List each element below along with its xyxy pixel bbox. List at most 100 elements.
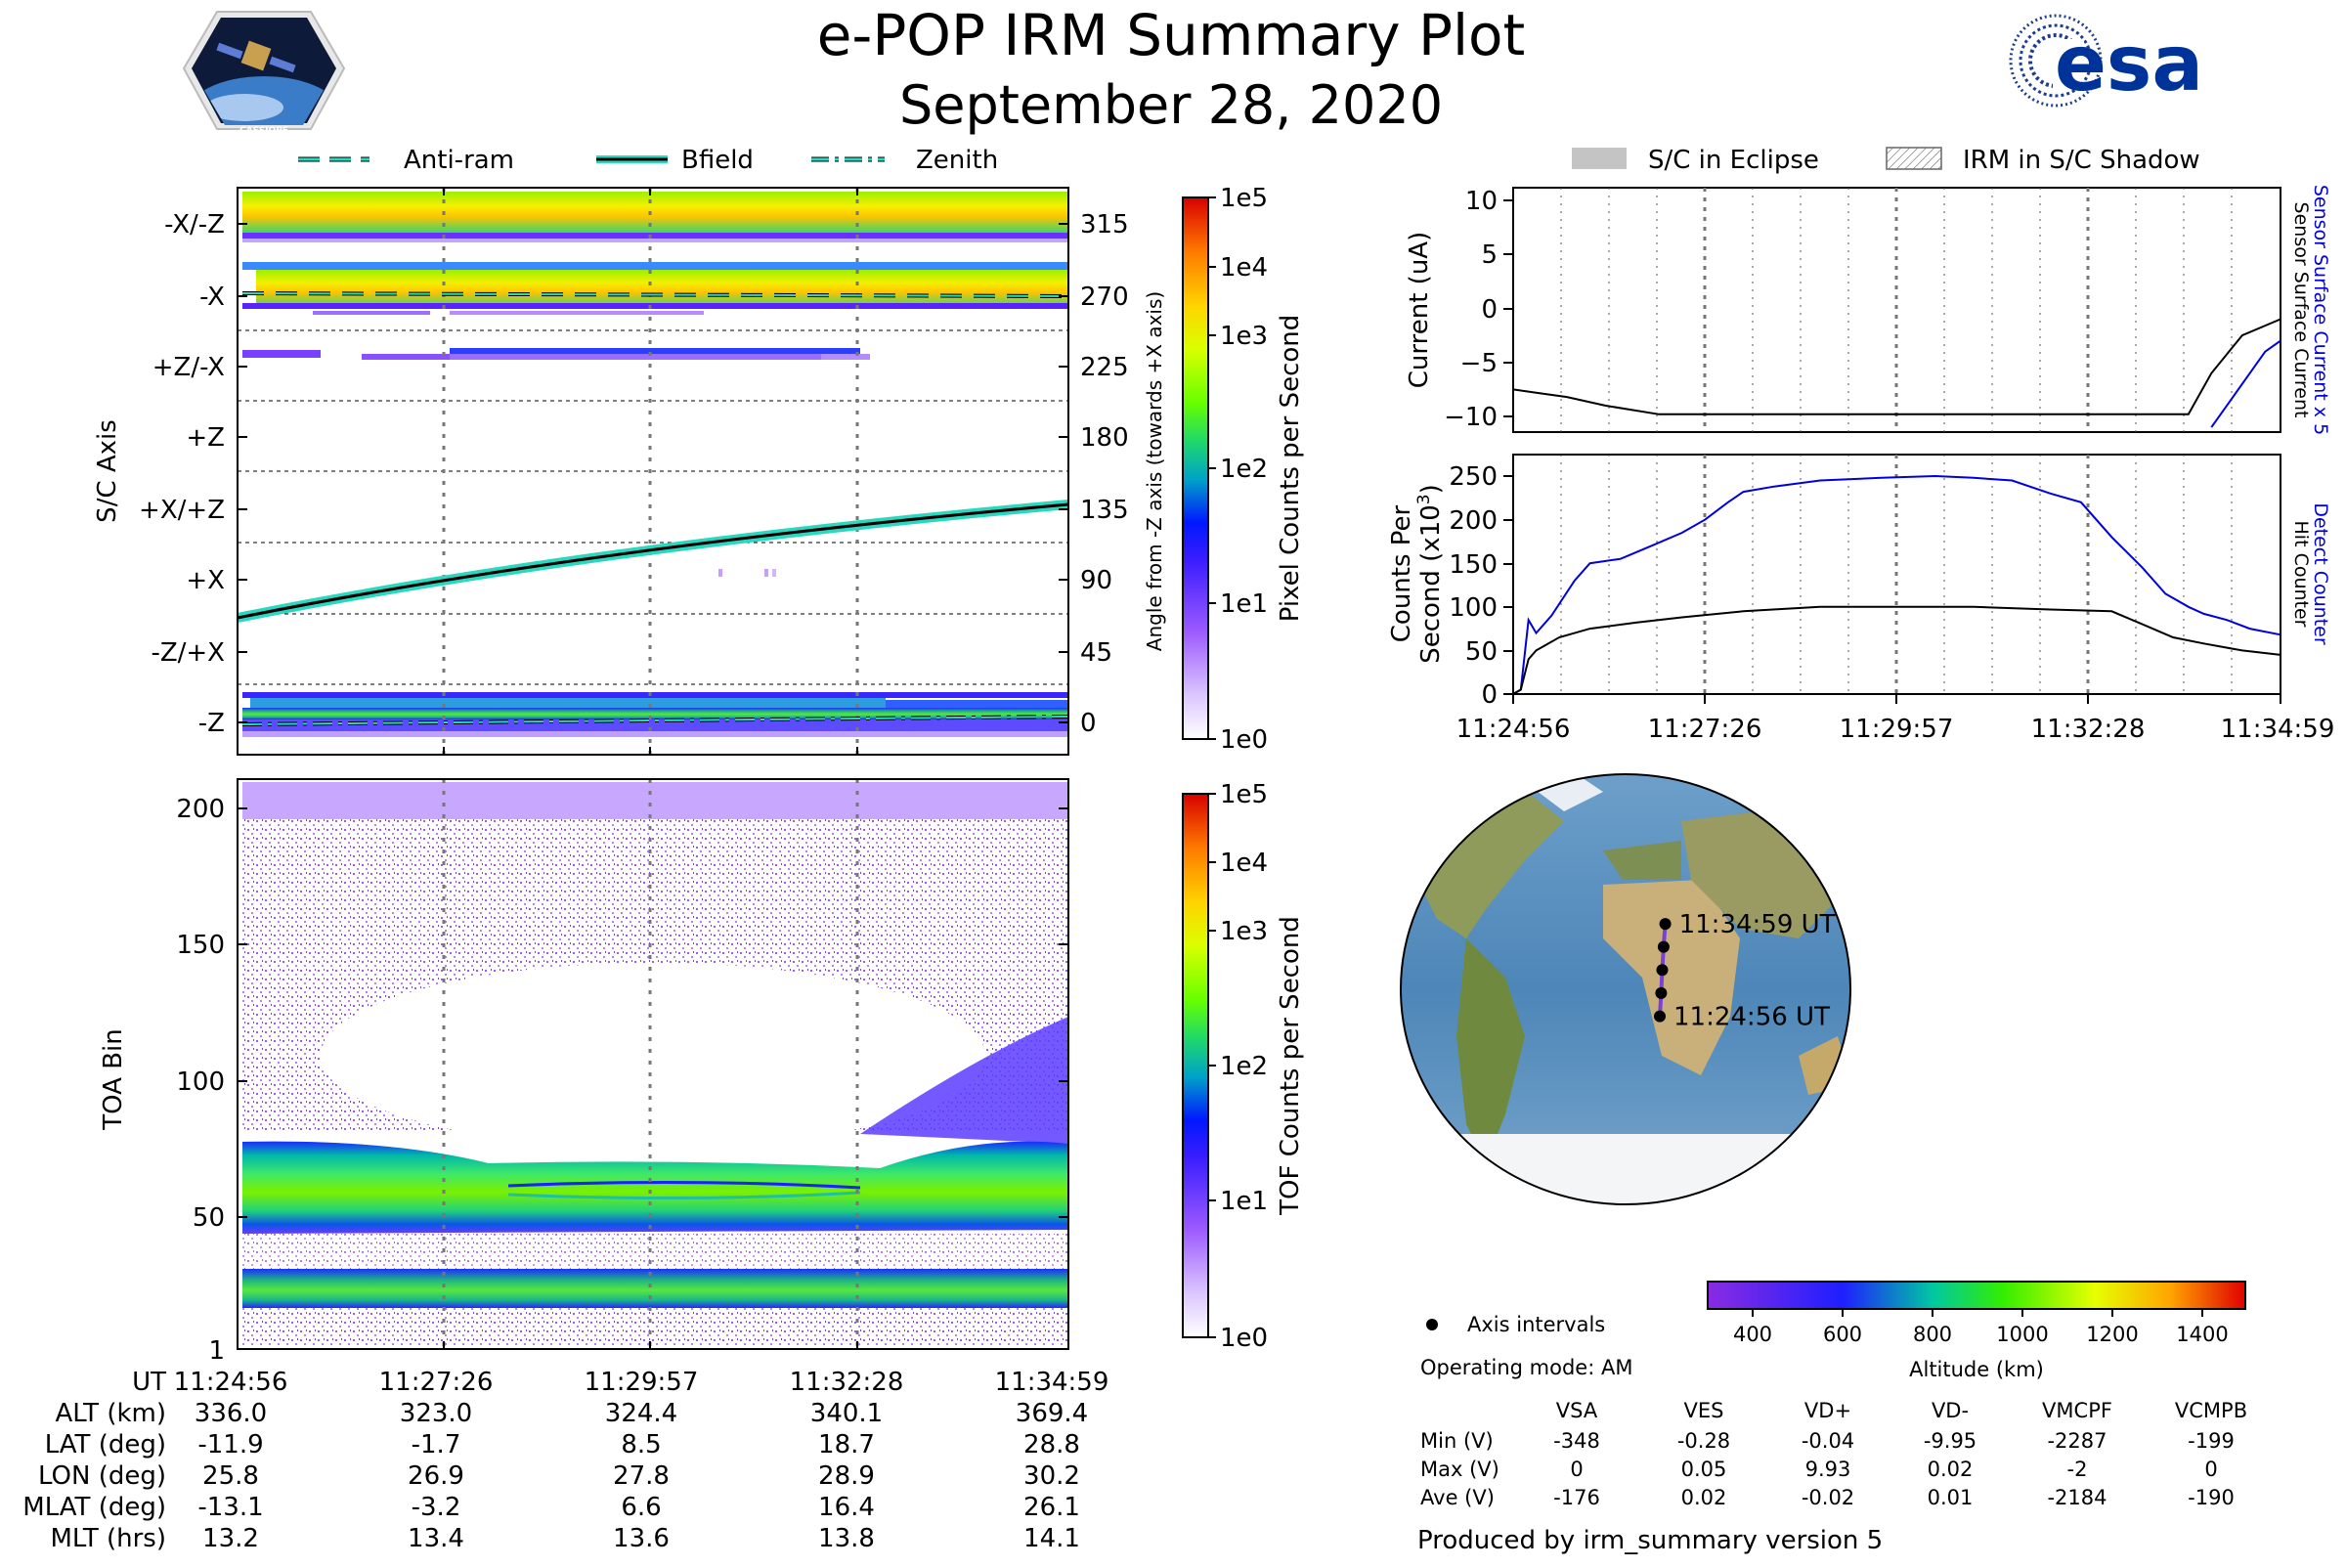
voltage-row-label: Min (V) <box>1420 1429 1494 1453</box>
ephemeris-value: -3.2 <box>412 1493 461 1522</box>
voltage-header: VCMPB <box>2175 1399 2247 1422</box>
counts-ylabel-exponent: 3 <box>1414 494 1434 504</box>
voltage-value: -0.28 <box>1677 1429 1730 1453</box>
voltage-value: -348 <box>1553 1429 1600 1453</box>
voltage-header: VES <box>1684 1399 1724 1422</box>
current-ytick: −10 <box>1444 403 1498 432</box>
tof-cbar-tick: 1e0 <box>1220 1324 1268 1353</box>
voltage-header: VD- <box>1932 1399 1969 1422</box>
map-legend: Axis intervals Operating mode: AM <box>1420 1313 1632 1379</box>
pixel-angle-label: Angle from -Z axis (towards +X axis) <box>1143 291 1166 651</box>
voltage-header: VSA <box>1556 1399 1598 1422</box>
ephemeris-value: 16.4 <box>818 1493 875 1522</box>
alt-tick: 1200 <box>2086 1323 2138 1346</box>
altitude-colorbar: 400 600 800 1000 1200 1400 Altitude (km) <box>1707 1281 2246 1381</box>
voltage-value: -199 <box>2188 1429 2235 1453</box>
ephemeris-cells: 11:24:56336.0-11.925.8-13.113.211:27:263… <box>174 1368 1109 1553</box>
ephemeris-value: 30.2 <box>1023 1461 1080 1491</box>
cassiope-logo-text: CASSIOPE <box>239 126 288 136</box>
pixel-cbar-tick: 1e1 <box>1220 589 1268 619</box>
voltage-value: -190 <box>2188 1486 2235 1509</box>
pixel-spectrogram <box>237 187 1069 756</box>
pixel-legend: Anti-ram Bfield Zenith <box>298 146 998 175</box>
current-right-label: Sensor Surface Current <box>2290 202 2312 418</box>
ephemeris-label: MLT (hrs) <box>51 1524 167 1553</box>
ephemeris-value: 369.4 <box>1016 1399 1088 1428</box>
voltage-value: 0 <box>2204 1458 2217 1481</box>
counts-xtick: 11:32:28 <box>2031 715 2146 744</box>
ephemeris-value: 26.9 <box>408 1461 464 1491</box>
ephemeris-label: LON (deg) <box>38 1461 166 1491</box>
counts-ylabel: Counts Per <box>1387 504 1416 642</box>
voltage-table: VSA VES VD+ VD- VMCPF VCMPB Min (V) -348 -0.28 -0… <box>1420 1399 2247 1509</box>
pixel-cbar-tick: 1e3 <box>1220 322 1268 351</box>
ephemeris-value: 324.4 <box>605 1399 677 1428</box>
tof-ytick: 200 <box>176 795 225 824</box>
pixel-cbar-tick: 1e4 <box>1220 253 1268 283</box>
pixel-axis-label: +Z/-X <box>152 353 225 382</box>
alt-tick: 1400 <box>2176 1323 2228 1346</box>
esa-logo-text: esa <box>2055 21 2203 109</box>
tof-ylabel: TOA Bin <box>99 1028 128 1130</box>
current-panel <box>1503 187 2281 433</box>
tof-colorbar: 1e5 1e4 1e3 1e2 1e1 1e0 TOF Counts per S… <box>1182 780 1305 1353</box>
tof-cbar-label: TOF Counts per Second <box>1276 916 1305 1216</box>
ephemeris-label: MLAT (deg) <box>22 1493 166 1522</box>
tof-cbar-tick: 1e3 <box>1220 917 1268 946</box>
pixel-angle-tick: 135 <box>1080 496 1129 525</box>
pixel-angle-tick: 270 <box>1080 283 1129 312</box>
ephemeris-value: 13.4 <box>408 1524 464 1553</box>
axis-intervals-label: Axis intervals <box>1467 1313 1605 1336</box>
tof-ytick: 50 <box>193 1203 225 1233</box>
pixel-angle-tick: 180 <box>1080 423 1129 453</box>
orbit-point <box>1657 940 1670 953</box>
pixel-cbar-tick: 1e2 <box>1220 455 1268 484</box>
pixel-axis-label: -Z/+X <box>151 638 225 668</box>
counts-ytick: 250 <box>1449 462 1498 492</box>
ephemeris-value: 8.5 <box>621 1430 661 1459</box>
ephemeris-value: -1.7 <box>412 1430 461 1459</box>
eclipse-legend: S/C in Eclipse IRM in S/C Shadow <box>1572 146 2200 175</box>
tof-cbar-tick: 1e2 <box>1220 1052 1268 1081</box>
pixel-angle-tick: 315 <box>1080 210 1129 240</box>
voltage-value: 0.01 <box>1928 1486 1974 1509</box>
legend-zenith: Zenith <box>916 146 998 175</box>
orbit-start-label: 11:24:56 UT <box>1673 1003 1830 1032</box>
tof-cbar-tick: 1e4 <box>1220 849 1268 878</box>
pixel-angle-tick: 0 <box>1080 709 1097 738</box>
pixel-y-axis: S/C Axis -X/-Z -X +Z/-X +Z +X/+Z +X -Z/+… <box>93 210 1166 738</box>
pixel-colorbar: 1e5 1e4 1e3 1e2 1e1 1e0 Pixel Counts per… <box>1182 184 1305 755</box>
ephemeris-label: LAT (deg) <box>45 1430 166 1459</box>
ephemeris-time: 11:24:56 <box>174 1368 288 1397</box>
orbit-point <box>1659 918 1672 931</box>
counts-xtick: 11:29:57 <box>1840 715 1954 744</box>
voltage-value: -0.04 <box>1802 1429 1854 1453</box>
alt-tick: 600 <box>1823 1323 1862 1346</box>
ephemeris-value: 27.8 <box>613 1461 670 1491</box>
pixel-axis-label: +X/+Z <box>139 496 225 525</box>
pixel-axis-label: -X <box>199 283 225 312</box>
voltage-value: 0.02 <box>1681 1486 1727 1509</box>
current-line <box>1512 318 2281 415</box>
pixel-cbar-tick: 1e0 <box>1220 725 1268 755</box>
pixel-angle-tick: 225 <box>1080 353 1129 382</box>
ephemeris-value: 13.2 <box>202 1524 259 1553</box>
counts-right-label-blue: Detect Counter <box>2310 502 2331 645</box>
operating-mode: Operating mode: AM <box>1420 1356 1632 1379</box>
pixel-ylabel: S/C Axis <box>93 419 122 523</box>
pixel-axis-label: -Z <box>198 709 225 738</box>
voltage-value: -176 <box>1553 1486 1600 1509</box>
orbit-points <box>1654 918 1672 1023</box>
counts-ylabel-line2: Second (x10 <box>1416 504 1446 664</box>
counts-right-label: Hit Counter <box>2290 521 2312 628</box>
counts-ylabel-line1: Counts Per <box>1387 504 1416 642</box>
alt-tick: 1000 <box>1996 1323 2048 1346</box>
tof-ytick: 100 <box>176 1067 225 1097</box>
legend-bfield: Bfield <box>681 146 754 175</box>
ephemeris-time: 11:27:26 <box>379 1368 494 1397</box>
ephemeris-time: 11:32:28 <box>790 1368 904 1397</box>
pixel-axis-label: -X/-Z <box>164 210 225 240</box>
voltage-header: VD+ <box>1804 1399 1851 1422</box>
voltage-value: -2287 <box>2047 1429 2107 1453</box>
pixel-cbar-tick: 1e5 <box>1220 184 1268 213</box>
